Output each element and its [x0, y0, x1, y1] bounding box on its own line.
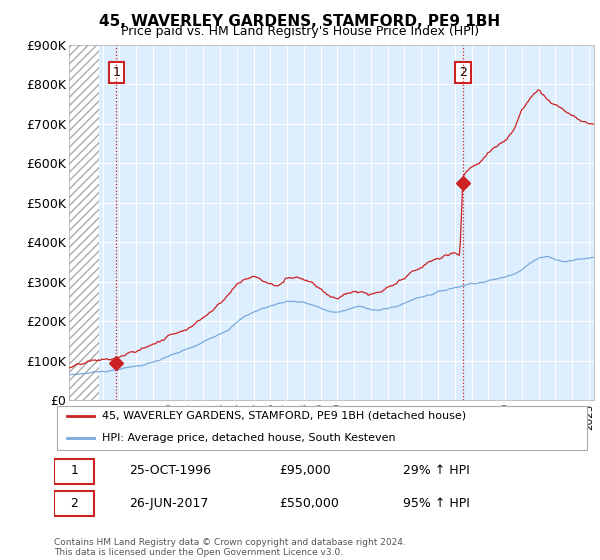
FancyBboxPatch shape: [56, 406, 587, 450]
Text: £550,000: £550,000: [280, 497, 340, 510]
FancyBboxPatch shape: [54, 459, 94, 484]
FancyBboxPatch shape: [54, 491, 94, 516]
Text: 1: 1: [70, 464, 78, 478]
Text: 45, WAVERLEY GARDENS, STAMFORD, PE9 1BH (detached house): 45, WAVERLEY GARDENS, STAMFORD, PE9 1BH …: [103, 411, 466, 421]
Text: 95% ↑ HPI: 95% ↑ HPI: [403, 497, 470, 510]
Text: 2: 2: [459, 66, 467, 79]
Text: £95,000: £95,000: [280, 464, 331, 478]
Bar: [69, 45, 99, 400]
Text: HPI: Average price, detached house, South Kesteven: HPI: Average price, detached house, Sout…: [103, 433, 396, 443]
Text: 26-JUN-2017: 26-JUN-2017: [129, 497, 209, 510]
Text: 1: 1: [112, 66, 120, 79]
Text: 2: 2: [70, 497, 78, 510]
Text: 25-OCT-1996: 25-OCT-1996: [129, 464, 211, 478]
Text: 29% ↑ HPI: 29% ↑ HPI: [403, 464, 470, 478]
Text: 45, WAVERLEY GARDENS, STAMFORD, PE9 1BH: 45, WAVERLEY GARDENS, STAMFORD, PE9 1BH: [100, 14, 500, 29]
Bar: [69, 45, 99, 400]
Text: Contains HM Land Registry data © Crown copyright and database right 2024.
This d: Contains HM Land Registry data © Crown c…: [54, 538, 406, 557]
Text: Price paid vs. HM Land Registry's House Price Index (HPI): Price paid vs. HM Land Registry's House …: [121, 25, 479, 38]
